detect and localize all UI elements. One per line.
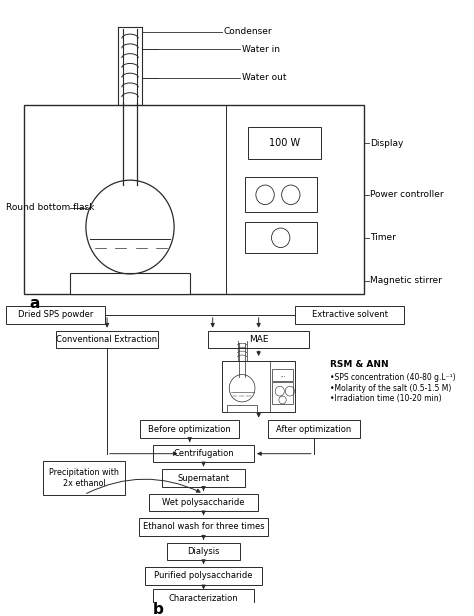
Text: •SPS concentration (40-80 g.L⁻¹): •SPS concentration (40-80 g.L⁻¹) <box>330 373 456 382</box>
Text: Water out: Water out <box>242 73 287 82</box>
FancyBboxPatch shape <box>139 518 268 536</box>
Text: •Molarity of the salt (0.5-1.5 M): •Molarity of the salt (0.5-1.5 M) <box>330 384 452 393</box>
FancyBboxPatch shape <box>153 590 254 607</box>
Text: Characterization: Characterization <box>169 594 238 603</box>
FancyBboxPatch shape <box>167 543 240 560</box>
FancyBboxPatch shape <box>245 177 317 213</box>
Text: ...: ... <box>280 373 285 378</box>
FancyBboxPatch shape <box>245 222 317 253</box>
Text: Wet polysaccharide: Wet polysaccharide <box>162 498 245 507</box>
FancyArrowPatch shape <box>87 479 200 493</box>
FancyBboxPatch shape <box>145 567 262 585</box>
Text: b: b <box>153 602 164 616</box>
Text: •Irradiation time (10-20 min): •Irradiation time (10-20 min) <box>330 394 442 403</box>
FancyBboxPatch shape <box>6 306 105 324</box>
FancyBboxPatch shape <box>228 405 257 411</box>
Text: Magnetic stirrer: Magnetic stirrer <box>370 276 442 285</box>
Text: a: a <box>29 296 39 311</box>
Text: Centrifugation: Centrifugation <box>173 449 234 458</box>
Text: Before optimization: Before optimization <box>148 425 231 434</box>
Text: Supernatant: Supernatant <box>177 474 229 482</box>
FancyBboxPatch shape <box>268 421 360 438</box>
Text: MAE: MAE <box>249 335 268 344</box>
Text: 100 W: 100 W <box>269 138 300 148</box>
FancyBboxPatch shape <box>43 461 126 495</box>
Text: Condenser: Condenser <box>224 27 273 36</box>
FancyBboxPatch shape <box>24 105 365 294</box>
Text: Dialysis: Dialysis <box>187 547 220 556</box>
FancyBboxPatch shape <box>153 445 254 463</box>
Text: After optimization: After optimization <box>276 425 351 434</box>
FancyBboxPatch shape <box>273 383 292 404</box>
Text: RSM & ANN: RSM & ANN <box>330 360 389 369</box>
FancyBboxPatch shape <box>222 361 295 411</box>
Text: Precipitation with
2x ethanol: Precipitation with 2x ethanol <box>49 468 119 488</box>
Text: Power controller: Power controller <box>370 190 444 200</box>
Text: Extractive solvent: Extractive solvent <box>311 310 388 320</box>
Text: Purified polysaccharide: Purified polysaccharide <box>154 571 253 580</box>
FancyBboxPatch shape <box>208 331 309 348</box>
Text: Round bottom flask: Round bottom flask <box>6 203 94 212</box>
FancyBboxPatch shape <box>247 128 321 159</box>
FancyBboxPatch shape <box>149 494 258 511</box>
FancyBboxPatch shape <box>70 273 190 294</box>
FancyBboxPatch shape <box>55 331 158 348</box>
Text: Ethanol wash for three times: Ethanol wash for three times <box>143 522 264 532</box>
FancyBboxPatch shape <box>140 421 239 438</box>
Text: Dried SPS powder: Dried SPS powder <box>18 310 93 320</box>
Text: Water in: Water in <box>242 45 280 54</box>
Text: Conventional Extraction: Conventional Extraction <box>56 335 158 344</box>
Text: Timer: Timer <box>370 233 396 242</box>
FancyBboxPatch shape <box>295 306 404 324</box>
Text: Display: Display <box>370 139 403 148</box>
FancyBboxPatch shape <box>162 469 245 487</box>
FancyBboxPatch shape <box>273 369 292 381</box>
